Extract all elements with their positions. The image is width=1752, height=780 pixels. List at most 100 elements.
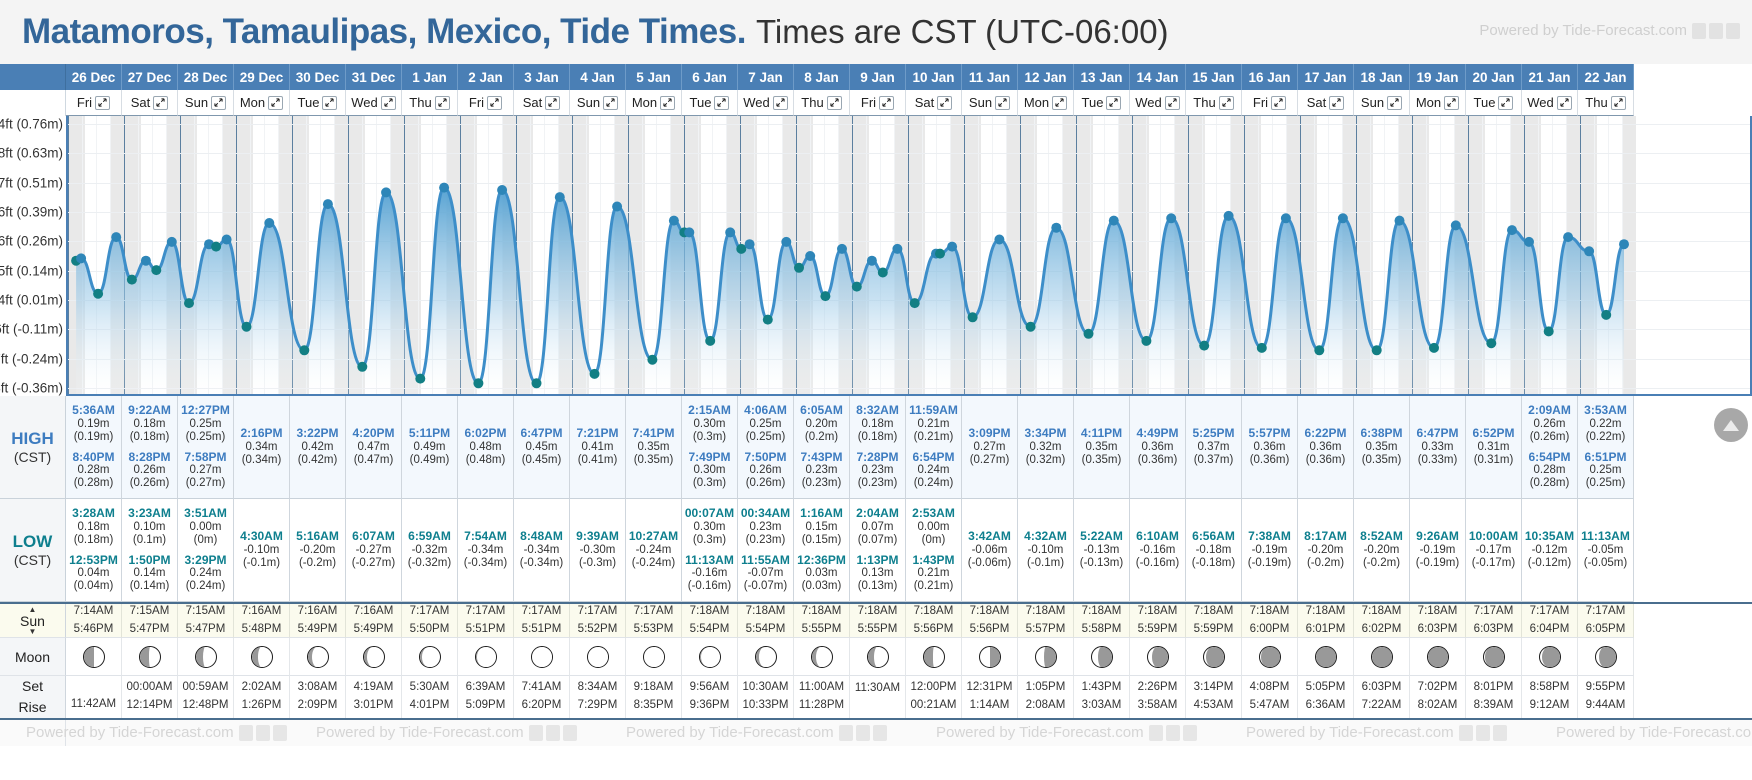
- tide-extreme-marker[interactable]: [1337, 213, 1348, 224]
- low-tide-cell[interactable]: 10:00AM -0.17m (-0.17m): [1466, 499, 1522, 602]
- low-tide-cell[interactable]: 6:10AM -0.16m (-0.16m): [1130, 499, 1186, 602]
- tide-extreme-marker[interactable]: [1394, 215, 1405, 226]
- expand-icon[interactable]: [937, 95, 953, 110]
- date-header-cell[interactable]: 17 Jan: [1298, 64, 1354, 90]
- low-tide-cell[interactable]: 8:17AM -0.20m (-0.2m): [1298, 499, 1354, 602]
- tide-extreme-marker[interactable]: [794, 262, 804, 273]
- day-of-week-cell[interactable]: Thu: [402, 90, 458, 116]
- date-header-cell[interactable]: 14 Jan: [1130, 64, 1186, 90]
- day-of-week-cell[interactable]: Sun: [178, 90, 234, 116]
- day-of-week-cell[interactable]: Sun: [1354, 90, 1410, 116]
- date-header-cell[interactable]: 5 Jan: [626, 64, 682, 90]
- tide-extreme-marker[interactable]: [1619, 239, 1629, 250]
- date-header-cell[interactable]: 3 Jan: [514, 64, 570, 90]
- tide-extreme-marker[interactable]: [221, 234, 232, 245]
- expand-icon[interactable]: [714, 95, 730, 110]
- expand-icon[interactable]: [660, 95, 676, 110]
- low-tide-cell[interactable]: 9:39AM -0.30m (-0.3m): [570, 499, 626, 602]
- day-of-week-cell[interactable]: Mon: [234, 90, 290, 116]
- high-tide-cell[interactable]: 6:02PM 0.48m (0.48m): [458, 396, 514, 499]
- day-of-week-cell[interactable]: Thu: [1578, 90, 1634, 116]
- date-header-cell[interactable]: 31 Dec: [346, 64, 402, 90]
- tide-extreme-marker[interactable]: [1199, 340, 1210, 351]
- low-tide-cell[interactable]: 10:27AM -0.24m (-0.24m): [626, 499, 682, 602]
- tide-extreme-marker[interactable]: [1083, 328, 1094, 339]
- tide-extreme-marker[interactable]: [909, 298, 920, 309]
- tide-extreme-marker[interactable]: [877, 267, 888, 278]
- date-header-cell[interactable]: 11 Jan: [962, 64, 1018, 90]
- low-tide-cell[interactable]: 00:07AM 0.30m (0.3m) 11:13AM -0.16m (-0.16m): [682, 499, 738, 602]
- expand-icon[interactable]: [1498, 95, 1514, 110]
- low-tide-cell[interactable]: 3:42AM -0.06m (-0.06m): [962, 499, 1018, 602]
- low-tide-cell[interactable]: 3:23AM 0.10m (0.1m) 1:50PM 0.14m (0.14m): [122, 499, 178, 602]
- expand-icon[interactable]: [434, 95, 450, 110]
- tide-extreme-marker[interactable]: [1223, 210, 1234, 221]
- low-tide-cell[interactable]: 5:22AM -0.13m (-0.13m): [1074, 499, 1130, 602]
- tide-extreme-marker[interactable]: [967, 312, 978, 323]
- low-tide-cell[interactable]: 6:07AM -0.27m (-0.27m): [346, 499, 402, 602]
- low-tide-cell[interactable]: 9:26AM -0.19m (-0.19m): [1410, 499, 1466, 602]
- high-tide-cell[interactable]: 4:11PM 0.35m (0.35m): [1074, 396, 1130, 499]
- tide-extreme-marker[interactable]: [1450, 220, 1461, 231]
- expand-icon[interactable]: [268, 95, 284, 110]
- tide-extreme-marker[interactable]: [994, 234, 1005, 245]
- expand-icon[interactable]: [772, 95, 788, 110]
- tide-extreme-marker[interactable]: [725, 227, 736, 238]
- date-header-cell[interactable]: 20 Jan: [1466, 64, 1522, 90]
- tide-extreme-marker[interactable]: [805, 251, 816, 261]
- low-tide-cell[interactable]: 6:59AM -0.32m (-0.32m): [402, 499, 458, 602]
- low-tide-cell[interactable]: 8:52AM -0.20m (-0.2m): [1354, 499, 1410, 602]
- low-tide-cell[interactable]: 5:16AM -0.20m (-0.2m): [290, 499, 346, 602]
- tide-extreme-marker[interactable]: [151, 265, 162, 276]
- tide-extreme-marker[interactable]: [357, 361, 368, 372]
- low-tide-cell[interactable]: 8:48AM -0.34m (-0.34m): [514, 499, 570, 602]
- low-tide-cell[interactable]: 2:53AM 0.00m (0m) 1:43PM 0.21m (0.21m): [906, 499, 962, 602]
- tide-extreme-marker[interactable]: [264, 218, 275, 228]
- tide-extreme-marker[interactable]: [684, 227, 695, 238]
- tide-extreme-marker[interactable]: [1563, 232, 1574, 243]
- tide-chart-plot[interactable]: [66, 116, 1752, 396]
- low-tide-cell[interactable]: 10:35AM -0.12m (-0.12m): [1522, 499, 1578, 602]
- date-header-cell[interactable]: 26 Dec: [66, 64, 122, 90]
- day-of-week-cell[interactable]: Mon: [1018, 90, 1074, 116]
- day-of-week-cell[interactable]: Sat: [122, 90, 178, 116]
- high-tide-cell[interactable]: 3:34PM 0.32m (0.32m): [1018, 396, 1074, 499]
- day-of-week-cell[interactable]: Mon: [626, 90, 682, 116]
- tide-extreme-marker[interactable]: [762, 314, 773, 325]
- tide-extreme-marker[interactable]: [612, 201, 623, 212]
- tide-extreme-marker[interactable]: [554, 192, 565, 203]
- expand-icon[interactable]: [322, 95, 338, 110]
- high-tide-cell[interactable]: 4:06AM 0.25m (0.25m) 7:50PM 0.26m (0.26m): [738, 396, 794, 499]
- expand-icon[interactable]: [95, 95, 111, 110]
- day-of-week-cell[interactable]: Wed: [1130, 90, 1186, 116]
- high-tide-cell[interactable]: 9:22AM 0.18m (0.18m) 8:28PM 0.26m (0.26m): [122, 396, 178, 499]
- expand-icon[interactable]: [1164, 95, 1180, 110]
- date-header-cell[interactable]: 9 Jan: [850, 64, 906, 90]
- date-header-cell[interactable]: 15 Jan: [1186, 64, 1242, 90]
- expand-icon[interactable]: [1610, 95, 1626, 110]
- date-header-cell[interactable]: 1 Jan: [402, 64, 458, 90]
- expand-icon[interactable]: [995, 95, 1011, 110]
- high-tide-cell[interactable]: 4:20PM 0.47m (0.47m): [346, 396, 402, 499]
- high-tide-cell[interactable]: 5:36AM 0.19m (0.19m) 8:40PM 0.28m (0.28m): [66, 396, 122, 499]
- tide-extreme-marker[interactable]: [892, 243, 903, 254]
- tide-extreme-marker[interactable]: [111, 232, 122, 243]
- tide-extreme-marker[interactable]: [166, 236, 177, 247]
- high-tide-cell[interactable]: 6:22PM 0.36m (0.36m): [1298, 396, 1354, 499]
- date-header-cell[interactable]: 29 Dec: [234, 64, 290, 90]
- tide-extreme-marker[interactable]: [531, 378, 542, 389]
- date-header-cell[interactable]: 19 Jan: [1410, 64, 1466, 90]
- low-tide-cell[interactable]: 11:13AM -0.05m (-0.05m): [1578, 499, 1634, 602]
- day-of-week-cell[interactable]: Wed: [346, 90, 402, 116]
- tide-extreme-marker[interactable]: [589, 368, 600, 379]
- tide-extreme-marker[interactable]: [184, 298, 194, 309]
- tide-extreme-marker[interactable]: [381, 187, 392, 198]
- day-of-week-cell[interactable]: Tue: [290, 90, 346, 116]
- day-of-week-cell[interactable]: Sat: [906, 90, 962, 116]
- tide-extreme-marker[interactable]: [744, 239, 755, 250]
- low-tide-cell[interactable]: 3:28AM 0.18m (0.18m) 12:53PM 0.04m (0.04m): [66, 499, 122, 602]
- tide-extreme-marker[interactable]: [1524, 236, 1534, 247]
- tide-extreme-marker[interactable]: [439, 182, 450, 193]
- tide-extreme-marker[interactable]: [837, 243, 847, 254]
- tide-extreme-marker[interactable]: [1486, 338, 1497, 349]
